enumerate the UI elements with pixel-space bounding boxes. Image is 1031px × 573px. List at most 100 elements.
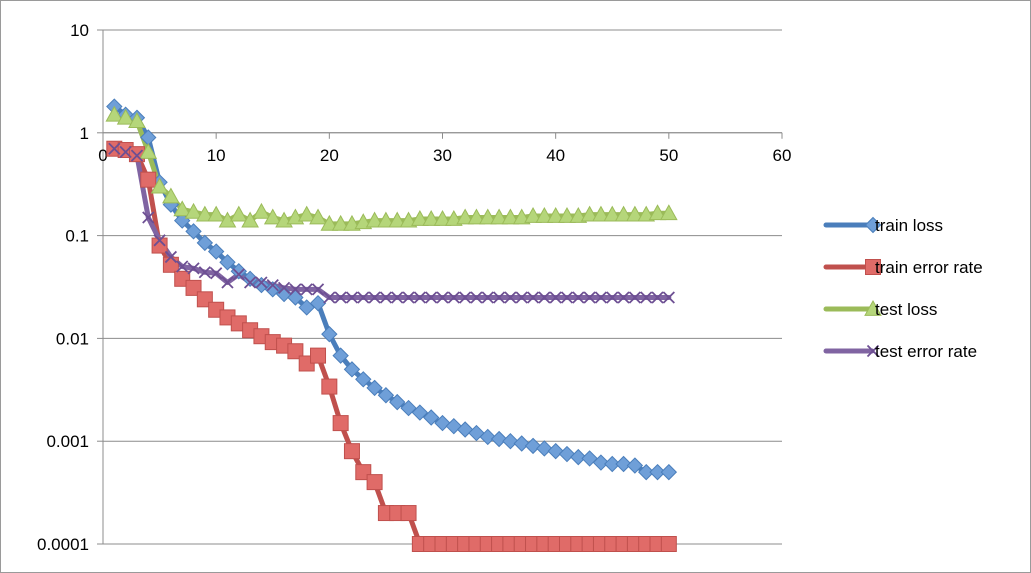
y-tick-label: 0.01 xyxy=(56,329,89,348)
data-point-test-error-rate xyxy=(504,291,517,304)
y-tick-label: 0.0001 xyxy=(37,535,89,554)
data-point-test-error-rate xyxy=(255,276,268,289)
data-point-train-loss xyxy=(570,448,587,466)
data-point-test-error-rate xyxy=(345,291,359,304)
data-point-test-loss xyxy=(411,209,429,226)
data-point-test-error-rate xyxy=(662,291,675,304)
legend-label: test error rate xyxy=(875,342,977,361)
data-point-test-error-rate xyxy=(232,268,245,281)
data-point-train-loss xyxy=(400,399,417,417)
data-point-test-loss xyxy=(603,205,622,222)
data-point-train-loss xyxy=(196,234,214,252)
legend-label: test loss xyxy=(875,300,937,319)
data-point-test-loss xyxy=(365,211,384,228)
data-point-test-loss xyxy=(139,143,158,159)
data-point-test-loss xyxy=(128,112,146,128)
data-point-train-error-rate xyxy=(140,171,157,188)
y-tick-label: 10 xyxy=(70,21,89,40)
data-point-test-error-rate xyxy=(560,291,574,304)
data-point-test-loss xyxy=(229,205,248,222)
data-point-test-error-rate xyxy=(142,211,155,224)
data-point-test-loss xyxy=(331,214,350,231)
data-point-train-error-rate xyxy=(343,443,360,460)
data-point-test-loss xyxy=(116,108,135,125)
data-point-test-loss xyxy=(626,205,644,222)
data-point-test-loss xyxy=(207,205,226,222)
legend-item-test-loss: test loss xyxy=(823,299,937,319)
data-point-train-loss xyxy=(389,393,406,411)
data-point-test-error-rate xyxy=(436,291,449,304)
series-lines xyxy=(111,104,672,547)
data-point-train-loss xyxy=(649,463,666,481)
data-point-train-loss xyxy=(660,463,678,481)
data-point-train-loss xyxy=(513,435,530,452)
data-point-train-loss xyxy=(592,454,610,471)
data-point-test-loss xyxy=(309,208,327,225)
data-point-test-loss xyxy=(297,205,316,222)
data-point-train-loss xyxy=(411,404,429,421)
data-point-test-loss xyxy=(558,207,576,223)
data-point-test-error-rate xyxy=(210,267,223,280)
data-point-train-loss xyxy=(604,455,621,473)
data-point-train-loss xyxy=(490,430,508,448)
data-point-train-error-rate xyxy=(151,237,168,254)
data-point-train-loss xyxy=(343,361,361,378)
data-point-test-error-rate xyxy=(277,281,291,295)
data-point-test-loss xyxy=(546,207,565,223)
data-point-test-loss xyxy=(467,208,486,225)
data-point-train-loss xyxy=(434,414,451,432)
data-point-train-error-rate xyxy=(660,536,677,552)
data-point-train-error-rate xyxy=(321,378,338,395)
y-tick-label: 1 xyxy=(80,124,89,143)
data-point-test-error-rate xyxy=(198,266,211,279)
data-point-train-error-rate xyxy=(310,347,327,364)
legend-item-train-error-rate: train error rate xyxy=(823,258,983,277)
data-point-test-error-rate xyxy=(492,291,506,304)
x-tick-label: 50 xyxy=(659,146,678,165)
y-tick-label: 0.001 xyxy=(46,432,89,451)
data-point-test-loss xyxy=(535,207,554,223)
data-point-train-error-rate xyxy=(287,343,304,360)
data-point-test-loss xyxy=(162,187,180,204)
data-point-test-error-rate xyxy=(119,145,132,159)
legend-item-train-loss: train loss xyxy=(823,216,943,235)
data-point-test-loss xyxy=(105,105,124,122)
data-point-test-error-rate xyxy=(651,291,664,304)
data-point-test-error-rate xyxy=(311,283,325,296)
legend-marker xyxy=(864,299,882,316)
series-markers-train-error-rate xyxy=(106,140,677,552)
series-line-test-error-rate xyxy=(111,146,672,300)
data-point-test-loss xyxy=(241,211,259,228)
legend-label: train error rate xyxy=(875,258,983,277)
legend-marker xyxy=(864,216,882,234)
data-point-test-error-rate xyxy=(221,276,234,289)
data-point-test-loss xyxy=(388,211,407,228)
data-point-test-loss xyxy=(592,205,610,222)
data-point-test-error-rate xyxy=(108,142,121,155)
data-point-test-loss xyxy=(580,205,599,222)
data-point-train-loss xyxy=(219,254,236,271)
data-point-test-loss xyxy=(648,204,667,221)
series-markers xyxy=(105,98,678,552)
data-point-test-error-rate xyxy=(515,291,528,304)
data-point-test-loss xyxy=(320,214,339,231)
data-point-train-error-rate xyxy=(332,415,349,432)
data-point-test-error-rate xyxy=(130,149,144,162)
data-point-train-loss xyxy=(355,371,372,388)
data-point-test-loss xyxy=(456,208,474,225)
data-point-train-loss xyxy=(207,243,225,260)
data-point-test-error-rate xyxy=(628,291,642,304)
data-point-test-error-rate xyxy=(164,250,178,264)
series-markers-train-loss xyxy=(106,98,678,481)
data-point-test-error-rate xyxy=(526,291,540,304)
data-point-train-loss xyxy=(479,428,496,446)
data-point-train-loss xyxy=(321,325,338,343)
x-tick-label: 30 xyxy=(433,146,452,165)
data-point-test-error-rate xyxy=(413,291,427,304)
data-point-train-loss xyxy=(241,270,259,288)
gridlines xyxy=(103,29,782,545)
data-point-test-error-rate xyxy=(617,291,630,304)
x-tick-label: 0 xyxy=(98,146,107,165)
